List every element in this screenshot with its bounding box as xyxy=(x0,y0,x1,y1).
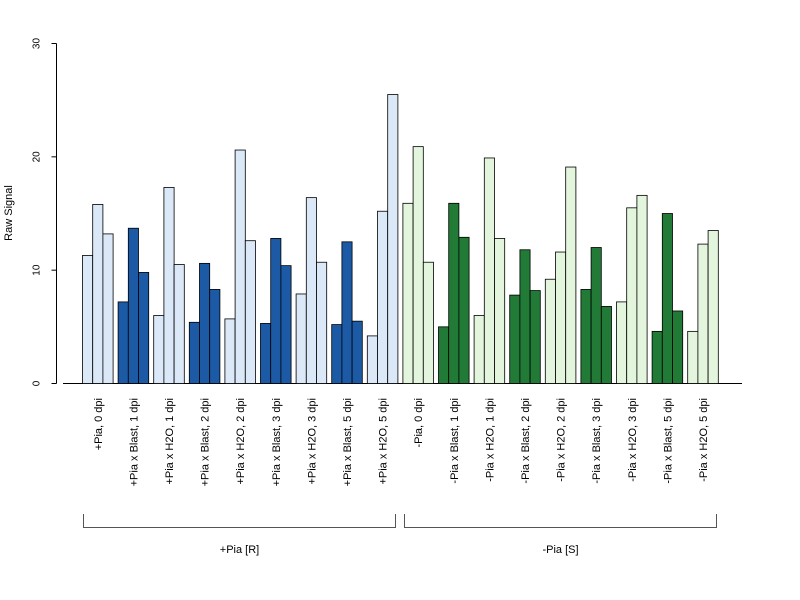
bar xyxy=(341,241,353,384)
bar xyxy=(697,243,709,384)
y-tick-label: 30 xyxy=(32,38,43,50)
bar xyxy=(387,94,399,384)
bar xyxy=(422,261,434,384)
x-tick-label: -Pia x H2O, 5 dpi xyxy=(698,398,710,482)
x-tick-label: +Pia x H2O, 1 dpi xyxy=(164,398,176,485)
bar xyxy=(494,238,506,384)
bar xyxy=(305,197,317,384)
bar xyxy=(687,330,699,384)
bar xyxy=(331,324,343,384)
group-bracket xyxy=(404,514,717,528)
bar xyxy=(636,194,648,384)
bar xyxy=(351,320,363,384)
x-tick-label: -Pia x H2O, 3 dpi xyxy=(627,398,639,482)
bar xyxy=(173,264,185,384)
bar xyxy=(438,326,450,384)
bar xyxy=(127,227,139,384)
x-tick-label: -Pia x Blast, 1 dpi xyxy=(449,398,461,484)
x-tick-label: +Pia x H2O, 2 dpi xyxy=(235,398,247,485)
bar xyxy=(672,310,684,384)
bars-layer xyxy=(82,94,719,384)
bar xyxy=(448,202,460,384)
bar xyxy=(138,272,150,384)
bar xyxy=(234,149,246,384)
bar xyxy=(188,321,200,384)
y-tick-label: 0 xyxy=(32,380,43,386)
bar xyxy=(580,289,592,384)
bar xyxy=(616,301,628,384)
bar xyxy=(92,204,104,384)
bar xyxy=(117,301,129,384)
x-tick-label: -Pia x Blast, 5 dpi xyxy=(662,398,674,484)
x-tick-label: +Pia, 0 dpi xyxy=(93,398,105,450)
bar xyxy=(555,251,567,384)
y-tick-label: 20 xyxy=(32,151,43,163)
bar xyxy=(209,289,221,384)
bar xyxy=(544,278,556,384)
bar xyxy=(626,207,638,384)
bar xyxy=(82,255,94,384)
bar xyxy=(295,293,307,384)
bar xyxy=(651,330,663,384)
bar xyxy=(199,262,211,384)
bar xyxy=(244,240,256,384)
bar xyxy=(224,318,236,384)
y-tick-label: 10 xyxy=(32,264,43,276)
bar xyxy=(260,323,272,384)
x-tick-label: -Pia x Blast, 2 dpi xyxy=(520,398,532,484)
bar xyxy=(458,236,470,384)
group-label: -Pia [S] xyxy=(542,544,578,556)
x-tick-label: +Pia x Blast, 1 dpi xyxy=(128,398,140,486)
x-tick-label: +Pia x H2O, 3 dpi xyxy=(306,398,318,485)
bar xyxy=(707,230,719,384)
bar xyxy=(102,233,114,384)
y-axis-title: Raw Signal xyxy=(3,185,15,241)
bar xyxy=(509,294,521,384)
bar xyxy=(280,265,292,384)
x-tick-label: +Pia x H2O, 5 dpi xyxy=(378,398,390,485)
bar xyxy=(402,202,414,384)
bar xyxy=(366,335,378,384)
bar xyxy=(565,166,577,384)
bar xyxy=(600,306,612,384)
bar xyxy=(316,261,328,384)
x-tick-label: +Pia x Blast, 3 dpi xyxy=(271,398,283,486)
bar xyxy=(270,238,282,384)
bar xyxy=(473,315,485,384)
x-tick-label: -Pia x Blast, 3 dpi xyxy=(591,398,603,484)
x-tick-label: -Pia, 0 dpi xyxy=(413,398,425,448)
x-tick-label: +Pia x Blast, 5 dpi xyxy=(342,398,354,486)
x-tick-label: -Pia x H2O, 1 dpi xyxy=(484,398,496,482)
bar xyxy=(661,213,673,384)
group-label: +Pia [R] xyxy=(220,544,259,556)
labels-layer: +Pia, 0 dpi +Pia x Blast, 1 dpi +Pia x H2O… xyxy=(93,398,710,486)
x-tick-label: -Pia x H2O, 2 dpi xyxy=(556,398,568,482)
bar xyxy=(529,290,541,384)
bar xyxy=(377,210,389,384)
bar xyxy=(163,187,175,384)
group-bracket xyxy=(83,514,396,528)
x-tick-label: +Pia x Blast, 2 dpi xyxy=(200,398,212,486)
bar xyxy=(483,157,495,384)
bar xyxy=(519,249,531,384)
bar xyxy=(153,315,165,384)
bar xyxy=(590,247,602,384)
groups-layer: +Pia [R] -Pia [S] xyxy=(83,514,717,556)
bar xyxy=(412,146,424,384)
